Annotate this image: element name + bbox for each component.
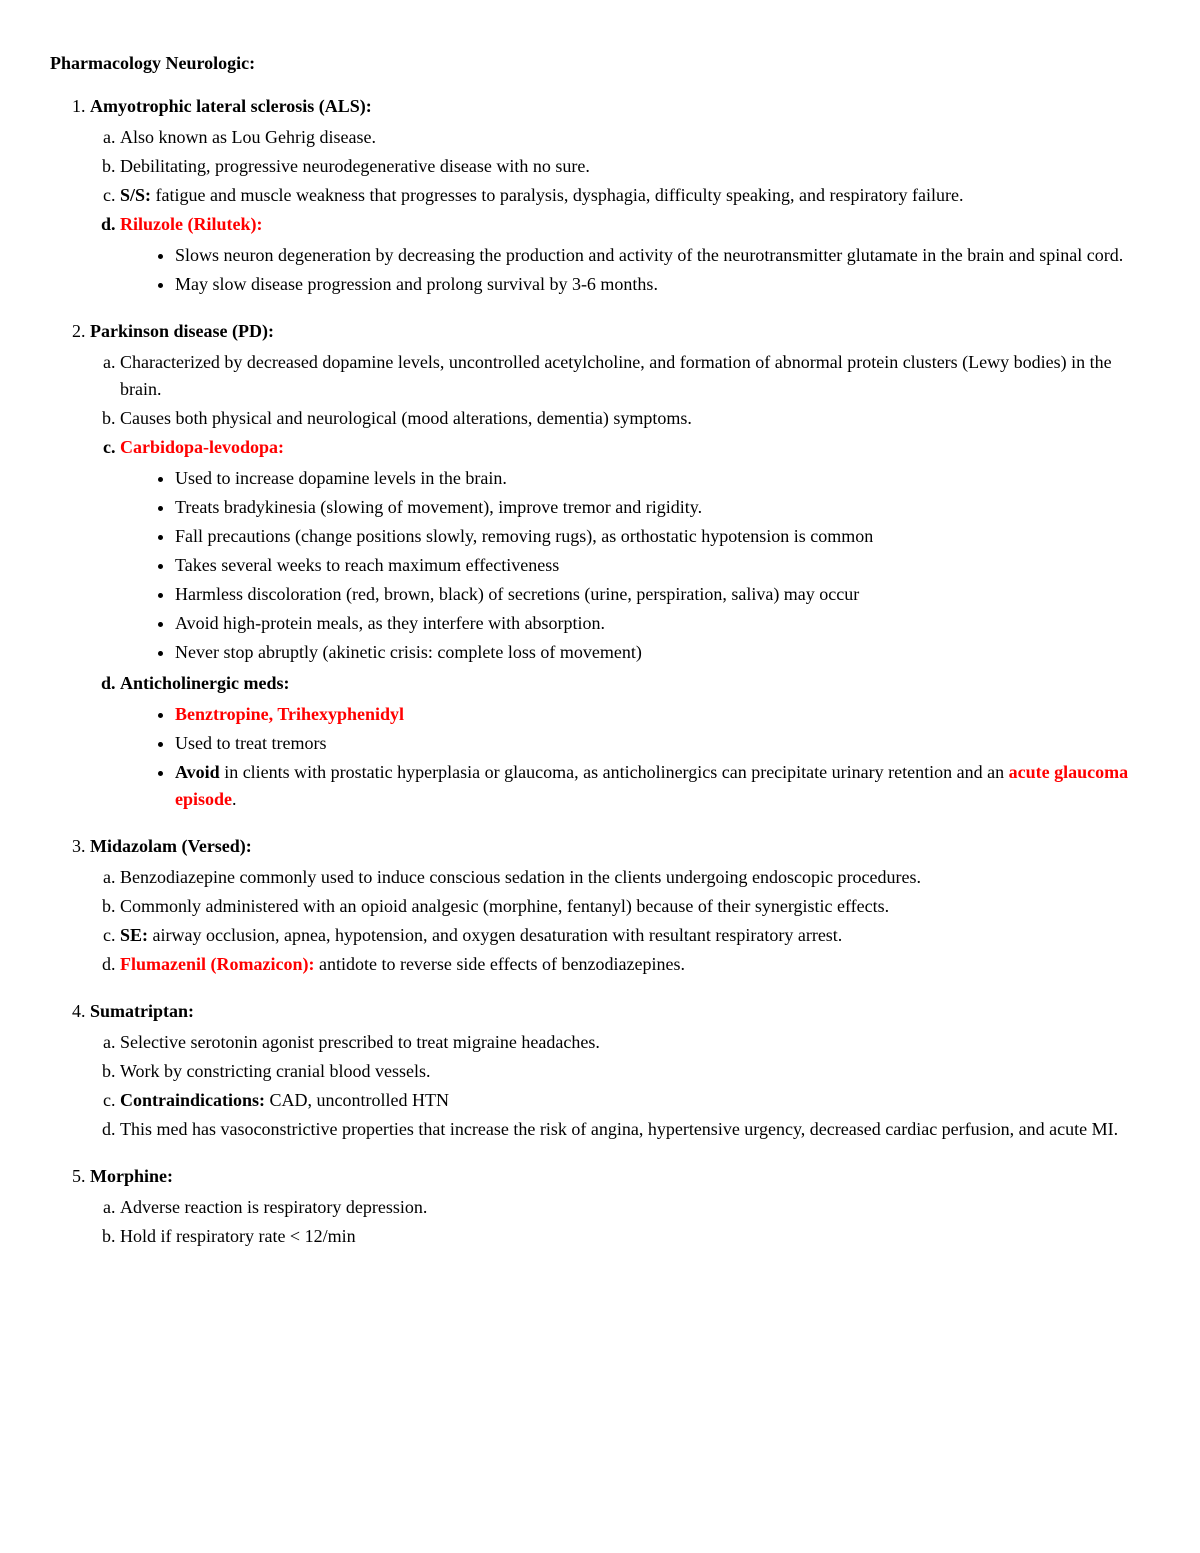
pd-d-bul3: Avoid in clients with prostatic hyperpla… — [175, 759, 1140, 813]
als-a: Also known as Lou Gehrig disease. — [120, 124, 1140, 151]
mid-c-text: airway occlusion, apnea, hypotension, an… — [153, 925, 843, 945]
section-morphine: Morphine: Adverse reaction is respirator… — [90, 1163, 1140, 1250]
section-sumatriptan: Sumatriptan: Selective serotonin agonist… — [90, 998, 1140, 1143]
mid-d: Flumazenil (Romazicon): antidote to reve… — [120, 951, 1140, 978]
pd-c-bullets: Used to increase dopamine levels in the … — [120, 465, 1140, 666]
pd-b: Causes both physical and neurological (m… — [120, 405, 1140, 432]
pd-c-bul4: Takes several weeks to reach maximum eff… — [175, 552, 1140, 579]
pd-d-bul1: Benztropine, Trihexyphenidyl — [175, 701, 1140, 728]
pd-c-bul7: Never stop abruptly (akinetic crisis: co… — [175, 639, 1140, 666]
sub-sumatriptan: Selective serotonin agonist prescribed t… — [90, 1029, 1140, 1143]
morph-a: Adverse reaction is respiratory depressi… — [120, 1194, 1140, 1221]
pd-c-bul2: Treats bradykinesia (slowing of movement… — [175, 494, 1140, 521]
mid-d-drug: Flumazenil (Romazicon): — [120, 954, 319, 974]
pd-c-bul3: Fall precautions (change positions slowl… — [175, 523, 1140, 550]
suma-d: This med has vasoconstrictive properties… — [120, 1116, 1140, 1143]
als-d-bullets: Slows neuron degeneration by decreasing … — [120, 242, 1140, 298]
pd-c-bul1: Used to increase dopamine levels in the … — [175, 465, 1140, 492]
heading-sumatriptan: Sumatriptan: — [90, 1001, 194, 1021]
mid-c-se: SE: — [120, 925, 153, 945]
mid-a: Benzodiazepine commonly used to induce c… — [120, 864, 1140, 891]
mid-c: SE: airway occlusion, apnea, hypotension… — [120, 922, 1140, 949]
pd-c-bul6: Avoid high-protein meals, as they interf… — [175, 610, 1140, 637]
als-d: Riluzole (Rilutek): Slows neuron degener… — [120, 211, 1140, 298]
heading-morphine: Morphine: — [90, 1166, 173, 1186]
als-d-bul2: May slow disease progression and prolong… — [175, 271, 1140, 298]
als-d-drug: Riluzole (Rilutek): — [120, 214, 262, 234]
als-c-text: fatigue and muscle weakness that progres… — [156, 185, 964, 205]
morph-b: Hold if respiratory rate < 12/min — [120, 1223, 1140, 1250]
page-title: Pharmacology Neurologic: — [50, 50, 1140, 77]
als-d-bul1: Slows neuron degeneration by decreasing … — [175, 242, 1140, 269]
als-c-ss: S/S: — [120, 185, 156, 205]
mid-d-text: antidote to reverse side effects of benz… — [319, 954, 685, 974]
pd-d-heading: Anticholinergic meds: — [120, 673, 289, 693]
pd-d-bul3-avoid: Avoid — [175, 762, 220, 782]
main-list: Amyotrophic lateral sclerosis (ALS): Als… — [50, 93, 1140, 1250]
als-c: S/S: fatigue and muscle weakness that pr… — [120, 182, 1140, 209]
pd-d: Anticholinergic meds: Benztropine, Trihe… — [120, 670, 1140, 813]
sub-pd: Characterized by decreased dopamine leve… — [90, 349, 1140, 813]
pd-d-bul1-text: Benztropine, Trihexyphenidyl — [175, 704, 404, 724]
pd-d-bul2: Used to treat tremors — [175, 730, 1140, 757]
section-pd: Parkinson disease (PD): Characterized by… — [90, 318, 1140, 813]
pd-d-bul3-mid: in clients with prostatic hyperplasia or… — [220, 762, 1009, 782]
heading-als: Amyotrophic lateral sclerosis (ALS): — [90, 96, 372, 116]
pd-a: Characterized by decreased dopamine leve… — [120, 349, 1140, 403]
section-als: Amyotrophic lateral sclerosis (ALS): Als… — [90, 93, 1140, 298]
sub-als: Also known as Lou Gehrig disease. Debili… — [90, 124, 1140, 298]
mid-b: Commonly administered with an opioid ana… — [120, 893, 1140, 920]
als-b: Debilitating, progressive neurodegenerat… — [120, 153, 1140, 180]
pd-c: Carbidopa-levodopa: Used to increase dop… — [120, 434, 1140, 666]
heading-midazolam: Midazolam (Versed): — [90, 836, 252, 856]
pd-d-bul3-end: . — [232, 789, 237, 809]
pd-c-drug: Carbidopa-levodopa: — [120, 437, 284, 457]
suma-c-text: CAD, uncontrolled HTN — [270, 1090, 449, 1110]
suma-b: Work by constricting cranial blood vesse… — [120, 1058, 1140, 1085]
sub-morphine: Adverse reaction is respiratory depressi… — [90, 1194, 1140, 1250]
section-midazolam: Midazolam (Versed): Benzodiazepine commo… — [90, 833, 1140, 978]
pd-c-bul5: Harmless discoloration (red, brown, blac… — [175, 581, 1140, 608]
suma-a: Selective serotonin agonist prescribed t… — [120, 1029, 1140, 1056]
suma-c-ci: Contraindications: — [120, 1090, 270, 1110]
suma-c: Contraindications: CAD, uncontrolled HTN — [120, 1087, 1140, 1114]
sub-midazolam: Benzodiazepine commonly used to induce c… — [90, 864, 1140, 978]
pd-d-bullets: Benztropine, Trihexyphenidyl Used to tre… — [120, 701, 1140, 813]
heading-pd: Parkinson disease (PD): — [90, 321, 274, 341]
